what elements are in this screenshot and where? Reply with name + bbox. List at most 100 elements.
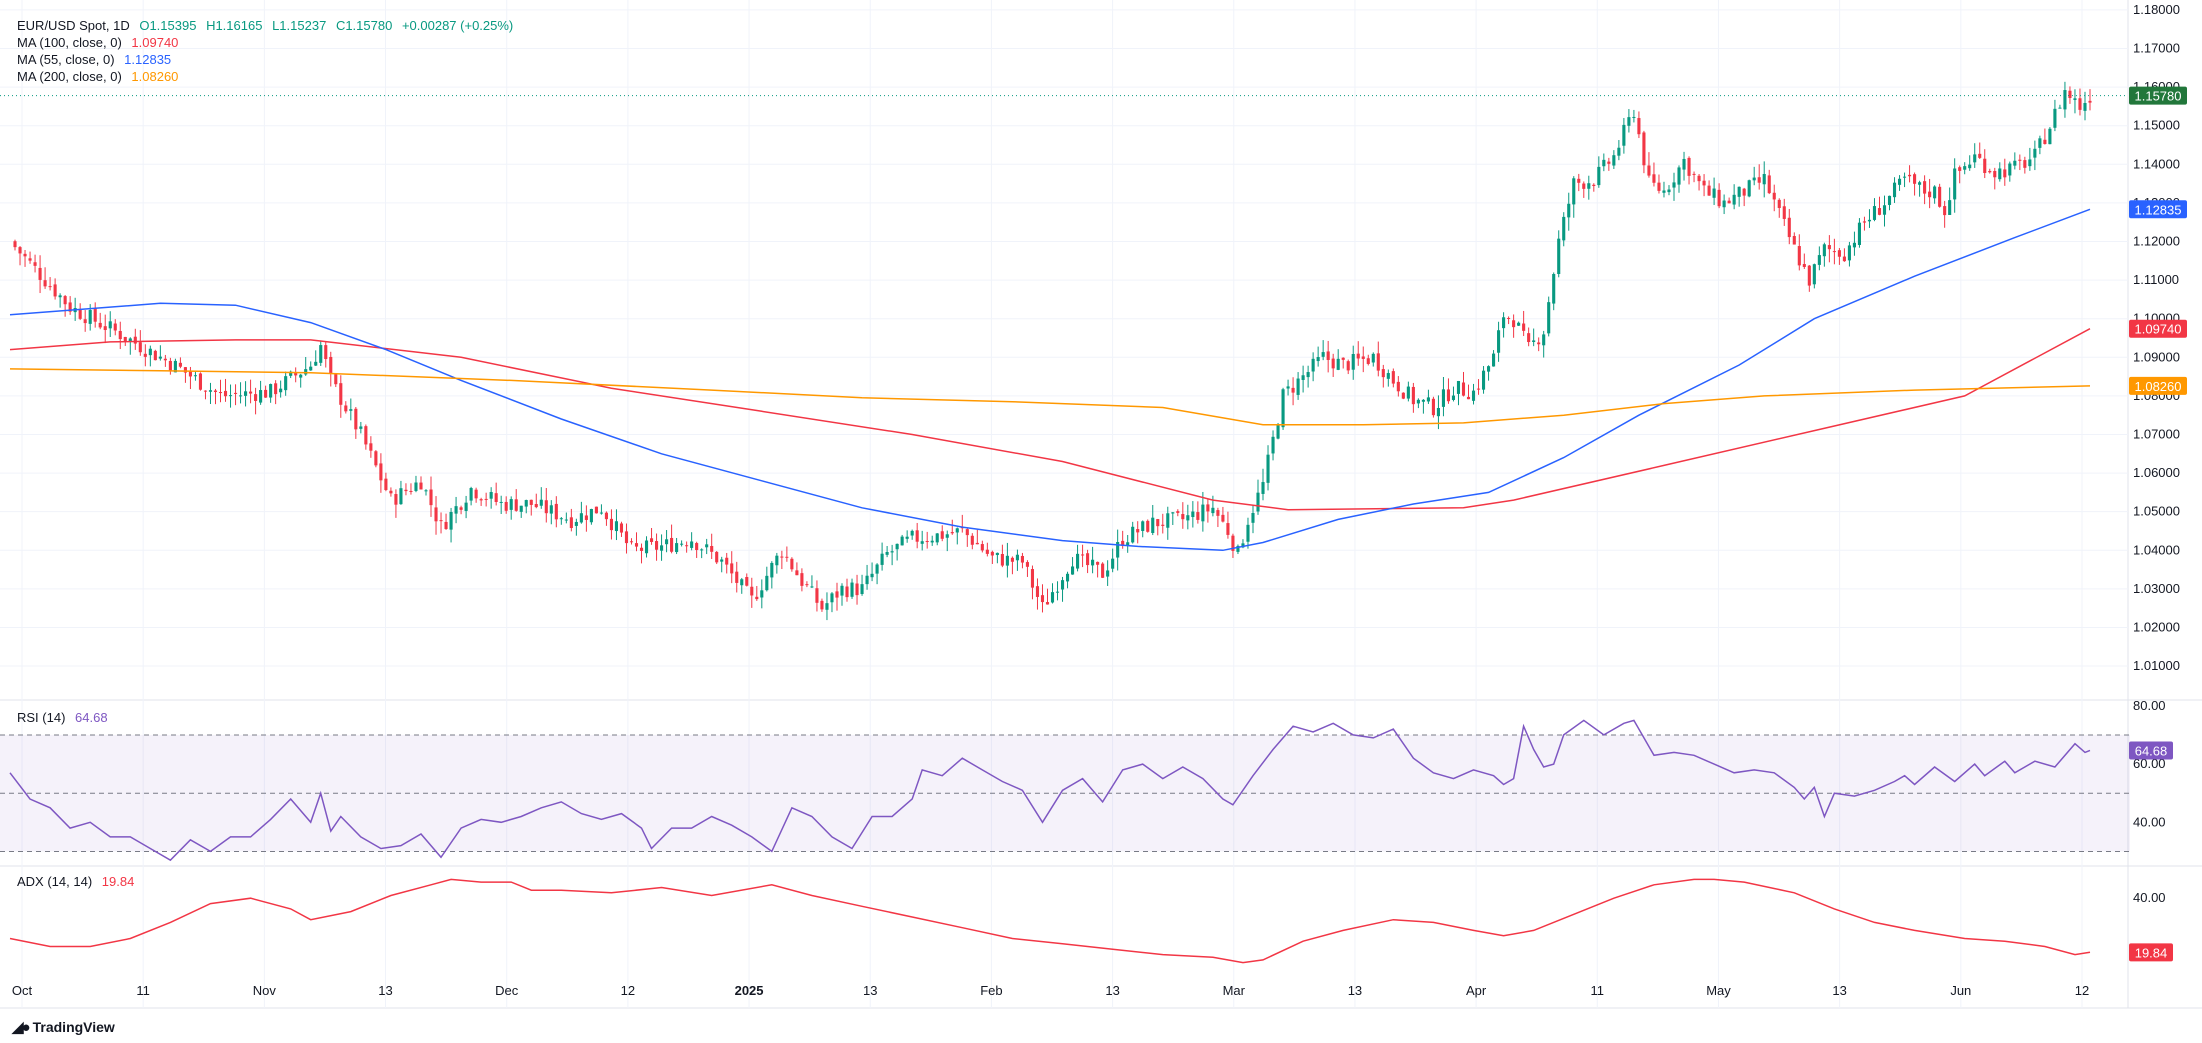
candle-body[interactable] xyxy=(985,549,989,554)
candle-body[interactable] xyxy=(584,515,588,520)
candle-body[interactable] xyxy=(198,373,203,390)
candle-body[interactable] xyxy=(1607,161,1611,164)
candle-body[interactable] xyxy=(43,280,47,287)
candle-body[interactable] xyxy=(1246,524,1250,542)
candle-body[interactable] xyxy=(1862,221,1867,223)
candle-body[interactable] xyxy=(1040,595,1045,603)
candle-body[interactable] xyxy=(78,309,82,319)
candle-body[interactable] xyxy=(950,532,954,534)
candle-body[interactable] xyxy=(990,551,994,556)
candle-body[interactable] xyxy=(409,490,413,492)
candle-body[interactable] xyxy=(259,390,263,403)
candle-body[interactable] xyxy=(18,247,22,254)
candle-body[interactable] xyxy=(835,591,839,598)
candle-body[interactable] xyxy=(895,543,899,550)
candle-body[interactable] xyxy=(1241,543,1245,548)
candle-body[interactable] xyxy=(1441,389,1445,407)
candle-body[interactable] xyxy=(1727,200,1731,204)
candle-body[interactable] xyxy=(1512,320,1516,328)
candle-body[interactable] xyxy=(1055,591,1060,593)
candle-body[interactable] xyxy=(730,563,734,574)
candle-body[interactable] xyxy=(53,284,57,297)
candle-body[interactable] xyxy=(665,539,669,545)
candle-body[interactable] xyxy=(1010,557,1014,562)
candle-body[interactable] xyxy=(1928,191,1932,198)
candle-body[interactable] xyxy=(1627,117,1631,126)
candle-body[interactable] xyxy=(1141,521,1145,531)
candle-body[interactable] xyxy=(1221,514,1225,522)
candle-body[interactable] xyxy=(1582,183,1586,189)
candle-body[interactable] xyxy=(1071,566,1075,575)
candle-body[interactable] xyxy=(1466,396,1471,400)
candle-body[interactable] xyxy=(800,573,804,586)
candle-body[interactable] xyxy=(890,551,894,553)
candle-body[interactable] xyxy=(1497,330,1501,353)
candle-body[interactable] xyxy=(1131,526,1135,543)
candle-body[interactable] xyxy=(930,540,934,543)
candle-body[interactable] xyxy=(1807,265,1811,286)
candle-body[interactable] xyxy=(2073,98,2077,100)
candle-body[interactable] xyxy=(1106,570,1110,577)
candle-body[interactable] xyxy=(1306,372,1310,378)
candle-body[interactable] xyxy=(1737,186,1741,197)
candle-body[interactable] xyxy=(1552,274,1556,304)
candle-body[interactable] xyxy=(213,390,218,393)
candle-body[interactable] xyxy=(479,499,483,501)
candle-body[interactable] xyxy=(925,541,929,543)
rsi-legend[interactable]: RSI (14) 64.68 xyxy=(17,709,114,726)
candle-body[interactable] xyxy=(1612,155,1616,166)
candle-body[interactable] xyxy=(264,389,268,398)
candle-body[interactable] xyxy=(1592,184,1596,187)
candle-body[interactable] xyxy=(93,308,97,322)
candle-body[interactable] xyxy=(68,302,72,312)
candle-body[interactable] xyxy=(1622,124,1626,146)
candle-body[interactable] xyxy=(529,499,533,505)
price-panel[interactable] xyxy=(0,81,2128,621)
candle-body[interactable] xyxy=(1767,175,1771,194)
candle-body[interactable] xyxy=(780,556,784,558)
candle-body[interactable] xyxy=(1642,132,1646,166)
candle-body[interactable] xyxy=(905,536,909,539)
candle-body[interactable] xyxy=(865,575,869,585)
candle-body[interactable] xyxy=(815,588,819,603)
candle-body[interactable] xyxy=(1391,371,1395,384)
candle-body[interactable] xyxy=(83,319,87,324)
candle-body[interactable] xyxy=(740,579,744,586)
candle-body[interactable] xyxy=(1717,189,1721,207)
candle-body[interactable] xyxy=(289,371,293,376)
candle-body[interactable] xyxy=(203,390,208,392)
candle-body[interactable] xyxy=(404,489,408,492)
candle-body[interactable] xyxy=(464,502,468,511)
candle-body[interactable] xyxy=(885,552,889,555)
candle-body[interactable] xyxy=(349,409,353,411)
candle-body[interactable] xyxy=(1577,178,1581,183)
candle-body[interactable] xyxy=(133,336,137,344)
candle-body[interactable] xyxy=(143,353,147,357)
candle-body[interactable] xyxy=(1181,514,1185,520)
candle-body[interactable] xyxy=(284,376,288,391)
candle-body[interactable] xyxy=(1682,158,1686,170)
candle-body[interactable] xyxy=(1657,182,1661,191)
candle-body[interactable] xyxy=(1732,194,1736,205)
candle-body[interactable] xyxy=(108,321,112,329)
candle-body[interactable] xyxy=(183,367,187,373)
candle-body[interactable] xyxy=(2058,107,2062,109)
candle-body[interactable] xyxy=(1196,512,1200,520)
candle-body[interactable] xyxy=(975,542,979,545)
candle-body[interactable] xyxy=(1476,388,1481,390)
candle-body[interactable] xyxy=(1903,176,1907,178)
candle-body[interactable] xyxy=(745,577,749,586)
candle-body[interactable] xyxy=(1065,573,1070,582)
candle-body[interactable] xyxy=(1837,250,1841,257)
candle-body[interactable] xyxy=(2013,160,2017,166)
candle-body[interactable] xyxy=(1401,392,1405,399)
candle-body[interactable] xyxy=(1000,554,1004,566)
candle-body[interactable] xyxy=(1426,397,1430,402)
candle-body[interactable] xyxy=(158,356,162,359)
ma-line[interactable] xyxy=(9,368,2091,426)
candle-body[interactable] xyxy=(634,543,639,547)
candle-body[interactable] xyxy=(459,507,463,510)
candle-body[interactable] xyxy=(38,267,42,280)
candle-body[interactable] xyxy=(700,549,704,551)
